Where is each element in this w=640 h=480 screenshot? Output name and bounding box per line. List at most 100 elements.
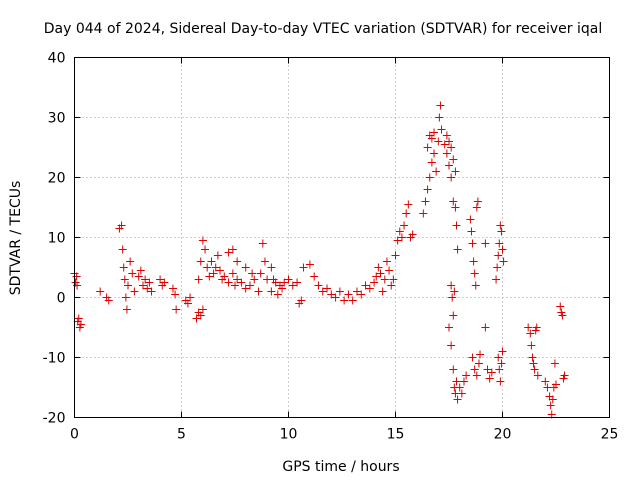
data-point [556, 302, 565, 311]
data-point [492, 275, 501, 284]
data-point [467, 227, 476, 236]
data-point [331, 293, 340, 302]
data-point [447, 341, 456, 350]
data-point [267, 287, 276, 296]
data-point [445, 323, 453, 332]
data-point [147, 287, 156, 296]
data-point [126, 257, 135, 266]
data-point [400, 221, 409, 230]
data-point [361, 281, 370, 290]
data-point [449, 311, 458, 320]
data-point [533, 371, 542, 380]
data-point [141, 275, 150, 284]
data-point [224, 278, 233, 287]
data-point [552, 380, 560, 389]
data-point [245, 281, 254, 290]
data-point [357, 290, 366, 299]
data-point [76, 320, 85, 329]
data-point [421, 197, 430, 206]
data-point [389, 275, 398, 284]
data-point [530, 365, 539, 374]
data-point [387, 281, 396, 290]
data-point [391, 251, 400, 260]
data-point [104, 296, 113, 305]
data-point [476, 350, 485, 359]
data-point [310, 272, 319, 281]
data-point [495, 239, 504, 248]
data-point [445, 161, 453, 170]
data-point [267, 263, 276, 272]
data-point [435, 113, 444, 122]
data-point [472, 203, 481, 212]
y-tick-label: -10 [43, 351, 66, 367]
data-point [532, 323, 541, 332]
data-point [470, 269, 479, 278]
data-point [437, 125, 446, 134]
data-point [96, 287, 105, 296]
y-tick-label: 20 [48, 171, 66, 187]
data-point [376, 269, 385, 278]
x-tick-label: 5 [177, 427, 186, 443]
data-point [365, 284, 374, 293]
data-point [275, 281, 284, 290]
data-point [314, 281, 323, 290]
data-point [72, 272, 81, 281]
data-point [241, 284, 250, 293]
x-tick-label: 20 [494, 427, 512, 443]
data-point [138, 281, 147, 290]
data-point [327, 290, 336, 299]
data-point [451, 203, 460, 212]
y-axis-label: SDTVAR / TECUs [8, 181, 24, 296]
data-point [453, 395, 462, 404]
data-point [233, 275, 242, 284]
data-point [450, 287, 459, 296]
data-point [550, 359, 559, 368]
data-point [216, 266, 225, 275]
x-tick-labels: 0 5 10 15 20 25 [70, 427, 618, 443]
data-point [348, 296, 357, 305]
data-point [452, 221, 461, 230]
data-point [423, 143, 432, 152]
data-point [299, 263, 308, 272]
data-point [445, 137, 453, 146]
data-point [449, 155, 458, 164]
data-point [419, 209, 428, 218]
data-point [483, 365, 492, 374]
data-point [374, 263, 383, 272]
data-point [447, 143, 456, 152]
y-tick-label: 40 [48, 51, 66, 67]
data-point [203, 263, 212, 272]
data-point [440, 140, 449, 149]
data-point [485, 374, 494, 383]
data-point [471, 281, 480, 290]
data-point [156, 275, 165, 284]
data-point [378, 287, 387, 296]
data-point [499, 257, 508, 266]
data-point [231, 281, 239, 290]
plot-frame [74, 57, 610, 418]
grid-lines [74, 57, 610, 418]
data-point [466, 215, 475, 224]
data-point [228, 269, 237, 278]
x-tick-label: 0 [70, 427, 79, 443]
data-point [318, 287, 327, 296]
data-point [370, 278, 379, 287]
data-point [121, 293, 130, 302]
data-point [273, 290, 282, 299]
data-point [457, 389, 466, 398]
data-point [527, 341, 536, 350]
x-axis-label: GPS time / hours [282, 459, 399, 475]
data-point [280, 278, 289, 287]
y-tick-labels: -20 -10 0 10 20 30 40 [43, 51, 66, 427]
data-point [130, 287, 139, 296]
data-point [473, 197, 482, 206]
data-point [408, 230, 417, 239]
data-point [209, 269, 218, 278]
data-point [168, 284, 177, 293]
data-point [474, 359, 483, 368]
data-point [430, 149, 439, 158]
data-point [447, 281, 456, 290]
data-point [122, 305, 131, 314]
data-point [258, 239, 267, 248]
data-point [469, 257, 478, 266]
